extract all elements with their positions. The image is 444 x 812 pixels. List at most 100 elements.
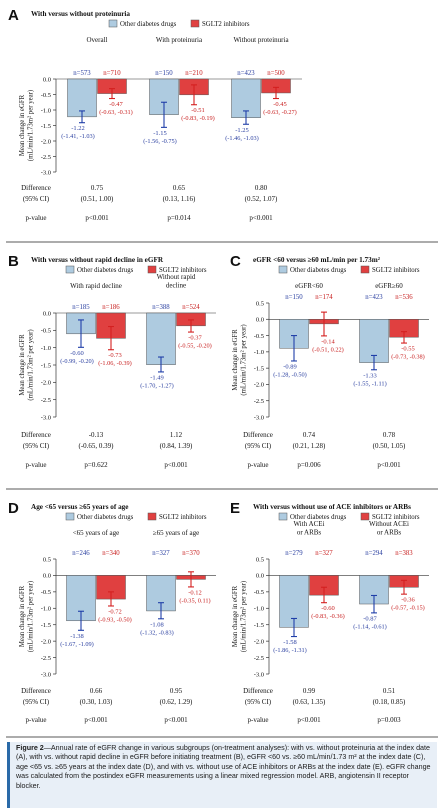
row-label-ci: (95% CI): [23, 442, 50, 450]
y-tick-label: -0.5: [254, 589, 264, 596]
y-tick-label: -1.0: [41, 107, 51, 114]
panel-title: With versus without rapid decline in eGF…: [31, 256, 164, 264]
row-label-ci: (95% CI): [245, 698, 272, 706]
y-axis-label-line2: (mL/min/1.73m² per year): [241, 324, 248, 395]
n-sglt2: n=327: [315, 550, 333, 557]
y-axis-label: Mean change in eGFR (mL/min/1.73m² per ye…: [19, 90, 35, 161]
difference-ci: (-0.65, 0.39): [79, 442, 115, 450]
n-sglt2: n=340: [102, 550, 120, 557]
y-tick-label: -2.0: [254, 638, 264, 645]
difference-value: 0.95: [170, 687, 183, 695]
value-label-sglt2: -0.36: [401, 597, 415, 604]
legend-swatch-sglt2: [360, 265, 370, 274]
y-tick-label: -2.0: [254, 382, 264, 389]
row-label-difference: Difference: [21, 184, 51, 192]
value-label-sglt2: -0.51: [191, 107, 205, 114]
category-label: With proteinuria: [156, 36, 203, 44]
value-label-other: -1.22: [71, 125, 85, 132]
n-other: n=150: [155, 70, 173, 77]
bar-other: [146, 312, 176, 365]
legend-label-sglt2: SGLT2 inhibitors: [372, 514, 420, 521]
legend-label-sglt2: SGLT2 inhibitors: [202, 21, 250, 28]
row-label-p-value: p-value: [248, 716, 269, 724]
legend-swatch-other: [108, 19, 118, 28]
legend-label-sglt2: SGLT2 inhibitors: [159, 514, 207, 521]
y-tick-label: 0.5: [256, 556, 264, 563]
y-tick-label: -1.5: [41, 362, 51, 369]
row-label-ci: (95% CI): [23, 698, 50, 706]
y-tick-label: -3.0: [41, 169, 51, 176]
legend-swatch-sglt2: [190, 19, 200, 28]
ci-label-other: (-1.28, -0.50): [273, 371, 307, 378]
difference-value: 0.75: [91, 184, 104, 192]
difference-ci: (0.21, 1.28): [293, 442, 326, 450]
y-tick-label: 0.0: [43, 310, 51, 317]
p-value: p=0.006: [297, 461, 321, 469]
ci-label-sglt2: (-1.06, -0.39): [98, 360, 132, 367]
ci-label-sglt2: (-0.83, -0.19): [181, 115, 215, 122]
n-sglt2: n=524: [182, 304, 200, 311]
y-tick-label: -3.0: [41, 671, 51, 678]
y-tick-label: -2.5: [41, 397, 51, 404]
y-tick-label: -3.0: [254, 414, 264, 421]
ci-label-sglt2: (-0.57, -0.15): [391, 605, 425, 612]
y-tick-label: -2.0: [41, 138, 51, 145]
ci-label-other: (-1.67, -1.09): [60, 641, 94, 648]
n-other: n=150: [285, 294, 303, 301]
ci-label-sglt2: (-0.63, -0.31): [99, 109, 133, 116]
value-label-other: -1.38: [70, 633, 84, 640]
row-label-difference: Difference: [243, 431, 273, 439]
y-tick-label: -3.0: [254, 671, 264, 678]
y-tick-label: -1.5: [41, 622, 51, 629]
legend-swatch-sglt2: [147, 512, 157, 521]
p-value: p<0.001: [164, 716, 188, 724]
n-sglt2: n=370: [182, 550, 200, 557]
row-label-p-value: p-value: [26, 716, 47, 724]
y-tick-label: -0.5: [41, 92, 51, 99]
chart-panel-b: B With versus without rapid decline in eG…: [8, 253, 216, 469]
y-axis-label-line1: Mean change in eGFR: [232, 585, 239, 647]
ci-label-other: (-1.70, -1.27): [140, 382, 174, 389]
value-label-other: -1.25: [235, 127, 249, 134]
value-label-sglt2: -0.47: [109, 101, 123, 108]
panel-title: eGFR <60 versus ≥60 mL/min per 1.73m²: [253, 256, 380, 264]
legend-swatch-other: [278, 265, 288, 274]
y-tick-label: -0.5: [41, 589, 51, 596]
difference-ci: (0.51, 1.00): [81, 195, 114, 203]
p-value: p<0.001: [297, 716, 321, 724]
y-axis-label: Mean change in eGFR (mL/min/1.73m² per ye…: [19, 581, 35, 652]
difference-value: 0.66: [90, 687, 103, 695]
n-sglt2: n=710: [103, 70, 121, 77]
difference-value: 0.80: [255, 184, 268, 192]
y-axis-label-line1: Mean change in eGFR: [19, 334, 26, 396]
value-label-sglt2: -0.45: [273, 101, 287, 108]
category-label: Overall: [87, 36, 108, 44]
y-tick-label: -1.0: [41, 345, 51, 352]
value-label-sglt2: -0.12: [188, 589, 202, 596]
difference-ci: (0.18, 0.85): [373, 698, 406, 706]
figure-caption: Figure 2—Annual rate of eGFR change in v…: [7, 742, 437, 808]
legend-label-other: Other diabetes drugs: [290, 514, 347, 521]
y-tick-label: -2.0: [41, 638, 51, 645]
row-label-ci: (95% CI): [245, 442, 272, 450]
p-value: p=0.014: [167, 214, 191, 222]
panel-title: With versus without use of ACE inhibitor…: [253, 503, 411, 511]
ci-label-sglt2: (-0.63, -0.27): [263, 109, 297, 116]
row-label-ci: (95% CI): [23, 195, 50, 203]
category-label: or ARBs: [377, 529, 402, 537]
y-tick-label: 0.0: [256, 573, 264, 580]
y-tick-label: -1.0: [41, 606, 51, 613]
value-label-other: -0.87: [363, 615, 377, 622]
difference-value: 0.99: [303, 687, 316, 695]
caption-text: —Annual rate of eGFR change in various s…: [16, 744, 431, 790]
ci-label-sglt2: (-0.83, -0.36): [311, 613, 345, 620]
category-label: ≥65 years of age: [153, 529, 199, 537]
category-label: Without ACEi: [369, 520, 409, 528]
value-label-other: -0.60: [70, 350, 84, 357]
difference-value: 1.12: [170, 431, 183, 439]
y-tick-label: 0.5: [43, 556, 51, 563]
ci-label-sglt2: (-0.73, -0.38): [391, 354, 425, 361]
y-tick-label: 0.0: [43, 573, 51, 580]
y-tick-label: 0.0: [256, 317, 264, 324]
